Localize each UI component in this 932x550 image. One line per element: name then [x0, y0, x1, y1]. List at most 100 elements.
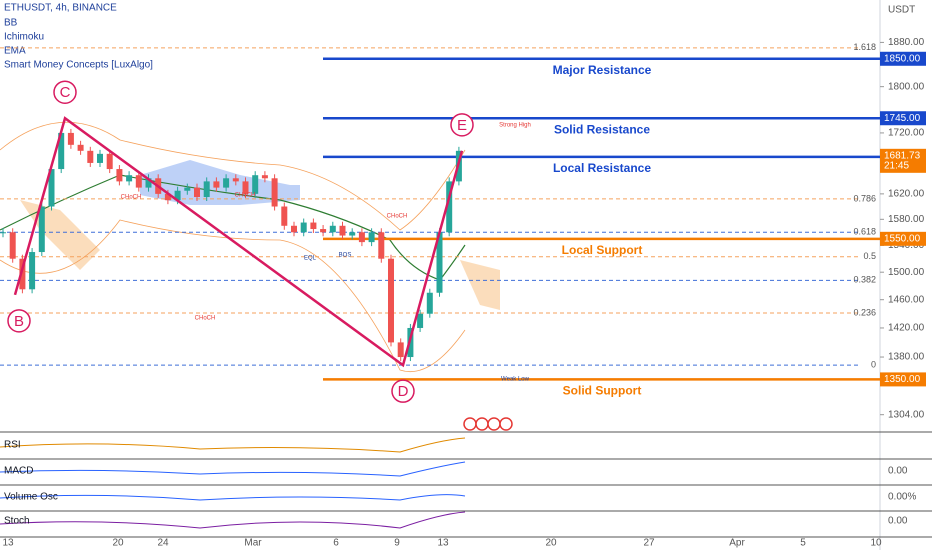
candle: [213, 181, 220, 188]
indicator: Ichimoku: [4, 32, 44, 43]
volosc-line: [0, 494, 466, 501]
pane-value: 0.00: [888, 466, 908, 477]
smc-label: BOS: [339, 253, 352, 259]
candle: [281, 206, 288, 226]
candle: [232, 178, 239, 182]
wave-label: B: [14, 313, 24, 330]
wave-marker: [53, 80, 77, 104]
x-tick-label: 24: [157, 538, 169, 549]
wave-marker: [450, 113, 474, 137]
fib-label: 0.5: [863, 251, 876, 261]
smc-label: CHoCH: [235, 193, 256, 199]
pane-name: RSI: [4, 440, 21, 451]
event-flag: [463, 417, 477, 431]
level-name: Solid Resistance: [554, 122, 650, 136]
candle: [349, 232, 356, 236]
candle: [0, 232, 6, 234]
indicator: Smart Money Concepts [LuxAlgo]: [4, 60, 153, 71]
pane-value: 0.00%: [888, 492, 916, 503]
fib-label: 0.618: [853, 227, 876, 237]
event-flag: [475, 417, 489, 431]
rsi-line: [0, 437, 466, 453]
y-tick-label: 1460.00: [888, 294, 925, 305]
bb-upper: [0, 121, 466, 231]
candle: [87, 150, 94, 163]
fib-label: 0.236: [853, 307, 876, 317]
price-badge-label: 1850.00: [884, 53, 921, 64]
event-flag: [499, 417, 513, 431]
smc-label: CHoCH: [121, 195, 142, 201]
candle: [242, 181, 249, 194]
fib-label: 1.618: [853, 42, 876, 52]
y-tick-label: 1880.00: [888, 37, 925, 48]
macd-line: [0, 461, 466, 477]
x-tick-label: 5: [800, 538, 806, 549]
smc-label: CHoCH: [387, 214, 408, 220]
candle: [135, 175, 142, 188]
wave-line: [13, 116, 464, 368]
symbol: ETHUSDT, 4h, BINANCE: [4, 3, 117, 14]
x-tick-label: 6: [333, 538, 339, 549]
price-badge: [880, 231, 926, 246]
smc-label: CHoCH: [195, 316, 216, 322]
candle: [436, 232, 443, 293]
candle: [300, 222, 307, 233]
candle: [9, 232, 16, 259]
x-tick-label: 9: [394, 538, 400, 549]
candle: [67, 132, 74, 145]
event-flag: [487, 417, 501, 431]
candle: [194, 187, 200, 198]
candle: [358, 232, 365, 243]
currency: USDT: [888, 5, 915, 16]
last-price-badge: [880, 148, 926, 173]
y-tick-label: 1580.00: [888, 214, 925, 225]
pane-name: Stoch: [4, 516, 30, 527]
candle: [126, 175, 133, 182]
bb-lower: [0, 219, 466, 372]
candle: [77, 144, 84, 151]
countdown: 21:45: [884, 160, 909, 171]
candle: [203, 181, 210, 198]
level-name: Solid Support: [563, 384, 642, 398]
candle: [426, 292, 433, 314]
candle: [291, 225, 297, 233]
candle: [368, 232, 375, 243]
indicator: EMA: [4, 46, 26, 57]
price-badge-label: 1550.00: [884, 233, 921, 244]
x-tick-label: Mar: [244, 538, 262, 549]
pane-name: Volume Osc: [4, 492, 58, 503]
pane-name: MACD: [4, 466, 33, 477]
wave-label: C: [60, 84, 71, 101]
y-tick-label: 1420.00: [888, 323, 925, 334]
wave-label: E: [457, 117, 467, 134]
indicator: BB: [4, 18, 18, 29]
y-tick-label: 1304.00: [888, 409, 925, 420]
price-badge: [880, 51, 926, 66]
x-tick-label: 27: [643, 538, 655, 549]
x-tick-label: Apr: [729, 538, 745, 549]
candle: [261, 175, 268, 179]
candle: [58, 132, 65, 170]
candle: [38, 206, 45, 253]
x-tick-label: 13: [437, 538, 449, 549]
wave-marker: [7, 309, 31, 333]
smc-label: Strong High: [499, 123, 531, 129]
candle: [339, 225, 346, 236]
fib-label: 0.382: [853, 275, 876, 285]
y-tick-label: 1800.00: [888, 81, 925, 92]
level-name: Local Resistance: [553, 161, 651, 175]
candle: [174, 190, 181, 201]
y-tick-label: 1500.00: [888, 267, 925, 278]
candle: [145, 178, 152, 188]
candle: [29, 252, 36, 290]
candle: [271, 178, 278, 207]
candle: [48, 169, 55, 207]
price-badge-label: 1745.00: [884, 113, 921, 124]
candle: [388, 258, 394, 343]
candle: [184, 187, 191, 191]
candle: [417, 313, 424, 328]
candle: [97, 153, 103, 163]
y-tick-label: 1720.00: [888, 128, 925, 139]
wave-label: D: [398, 383, 409, 400]
candle: [223, 178, 230, 188]
